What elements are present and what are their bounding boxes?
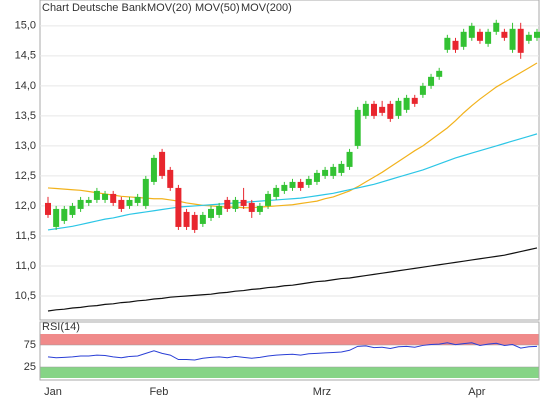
candle-body	[102, 193, 109, 200]
candle-body	[240, 199, 247, 206]
candle-body	[126, 199, 133, 206]
candle-body	[142, 178, 149, 206]
candle-body	[387, 103, 394, 119]
candle-body	[159, 151, 166, 176]
candle-body	[468, 25, 475, 38]
candle-body	[118, 199, 125, 209]
candle-body	[224, 199, 231, 209]
moving-average-line	[47, 133, 538, 231]
candle-body	[403, 97, 410, 110]
rsi-band	[40, 367, 539, 378]
moving-average-line	[47, 62, 538, 209]
y-tick-label: 13,0	[15, 140, 36, 152]
candle-body	[501, 31, 508, 38]
chart-title: Chart Deutsche Bank	[42, 2, 147, 14]
candle-body	[167, 169, 174, 188]
candle-body	[232, 199, 239, 209]
candle-body	[305, 178, 312, 185]
candle-body	[330, 166, 337, 176]
candle-body	[216, 205, 223, 215]
candle-body	[85, 199, 92, 203]
x-tick-label: Mrz	[313, 386, 331, 398]
y-tick-label: 14,0	[15, 80, 36, 92]
rsi-line	[47, 342, 538, 361]
legend-entry: MOV(50)	[195, 2, 240, 14]
candle-body	[525, 34, 532, 41]
candle-body	[436, 70, 443, 77]
candle-body	[53, 208, 60, 227]
y-tick-label: 15,0	[15, 20, 36, 32]
candle-body	[77, 199, 84, 209]
candle-body	[93, 190, 100, 200]
candle-body	[175, 187, 182, 227]
y-tick-label: 13,5	[15, 110, 36, 122]
candle-body	[281, 184, 288, 191]
candle-body	[273, 187, 280, 197]
y-tick-label: 12,0	[15, 200, 36, 212]
candle-body	[110, 193, 117, 203]
y-tick-label: 14,5	[15, 50, 36, 62]
candle-body	[45, 202, 51, 215]
candle-body	[61, 208, 68, 221]
candle-body	[322, 169, 329, 176]
y-tick-label: 75	[24, 339, 36, 351]
candle-body	[460, 31, 467, 47]
candle-body	[338, 163, 345, 173]
candle-body	[183, 211, 190, 227]
y-tick-label: 10,5	[15, 290, 36, 302]
x-tick-label: Jan	[44, 386, 62, 398]
rsi-band	[40, 334, 539, 345]
candle-body	[297, 181, 304, 188]
moving-average-line	[47, 247, 538, 312]
candle-body	[191, 214, 198, 230]
candle-body	[248, 202, 255, 212]
candle-body	[419, 85, 426, 95]
candle-body	[256, 205, 263, 212]
candle-body	[395, 100, 402, 116]
panel-title: RSI(14)	[42, 321, 80, 333]
candle-body	[517, 28, 524, 53]
y-tick-label: 11,5	[15, 230, 36, 242]
candle-body	[313, 172, 320, 182]
y-tick-label: 12,5	[15, 170, 36, 182]
plot-area	[39, 0, 540, 321]
candle-body	[134, 196, 141, 203]
candle-body	[444, 37, 451, 50]
candle-body	[452, 40, 459, 50]
candle-body	[265, 193, 272, 206]
candle-body	[493, 22, 500, 32]
y-tick-label: 11,0	[15, 260, 36, 272]
candle-body	[371, 103, 377, 116]
candle-body	[485, 31, 492, 44]
x-tick-label: Apr	[468, 386, 485, 398]
candle-body	[346, 151, 353, 167]
candle-body	[289, 181, 296, 188]
candle-body	[69, 205, 76, 215]
candle-body	[354, 109, 361, 146]
candle-body	[428, 76, 435, 86]
candle-body	[411, 97, 418, 104]
x-tick-label: Feb	[149, 386, 168, 398]
candle-body	[509, 28, 516, 50]
legend-entry: MOV(200)	[241, 2, 292, 14]
candle-body	[534, 31, 540, 38]
candle-body	[476, 31, 483, 41]
layer: 10,5 11,0 11,5 12,0 12,5 13,0 13,5 14,0 14,5 15,0…	[15, 2, 540, 398]
candle-body	[150, 157, 157, 182]
candle-body	[199, 214, 206, 224]
candle-body	[362, 103, 369, 116]
legend-entry: MOV(20)	[147, 2, 192, 14]
y-tick-label: 25	[24, 361, 36, 373]
candle-body	[379, 106, 386, 113]
candle-body	[208, 208, 214, 218]
